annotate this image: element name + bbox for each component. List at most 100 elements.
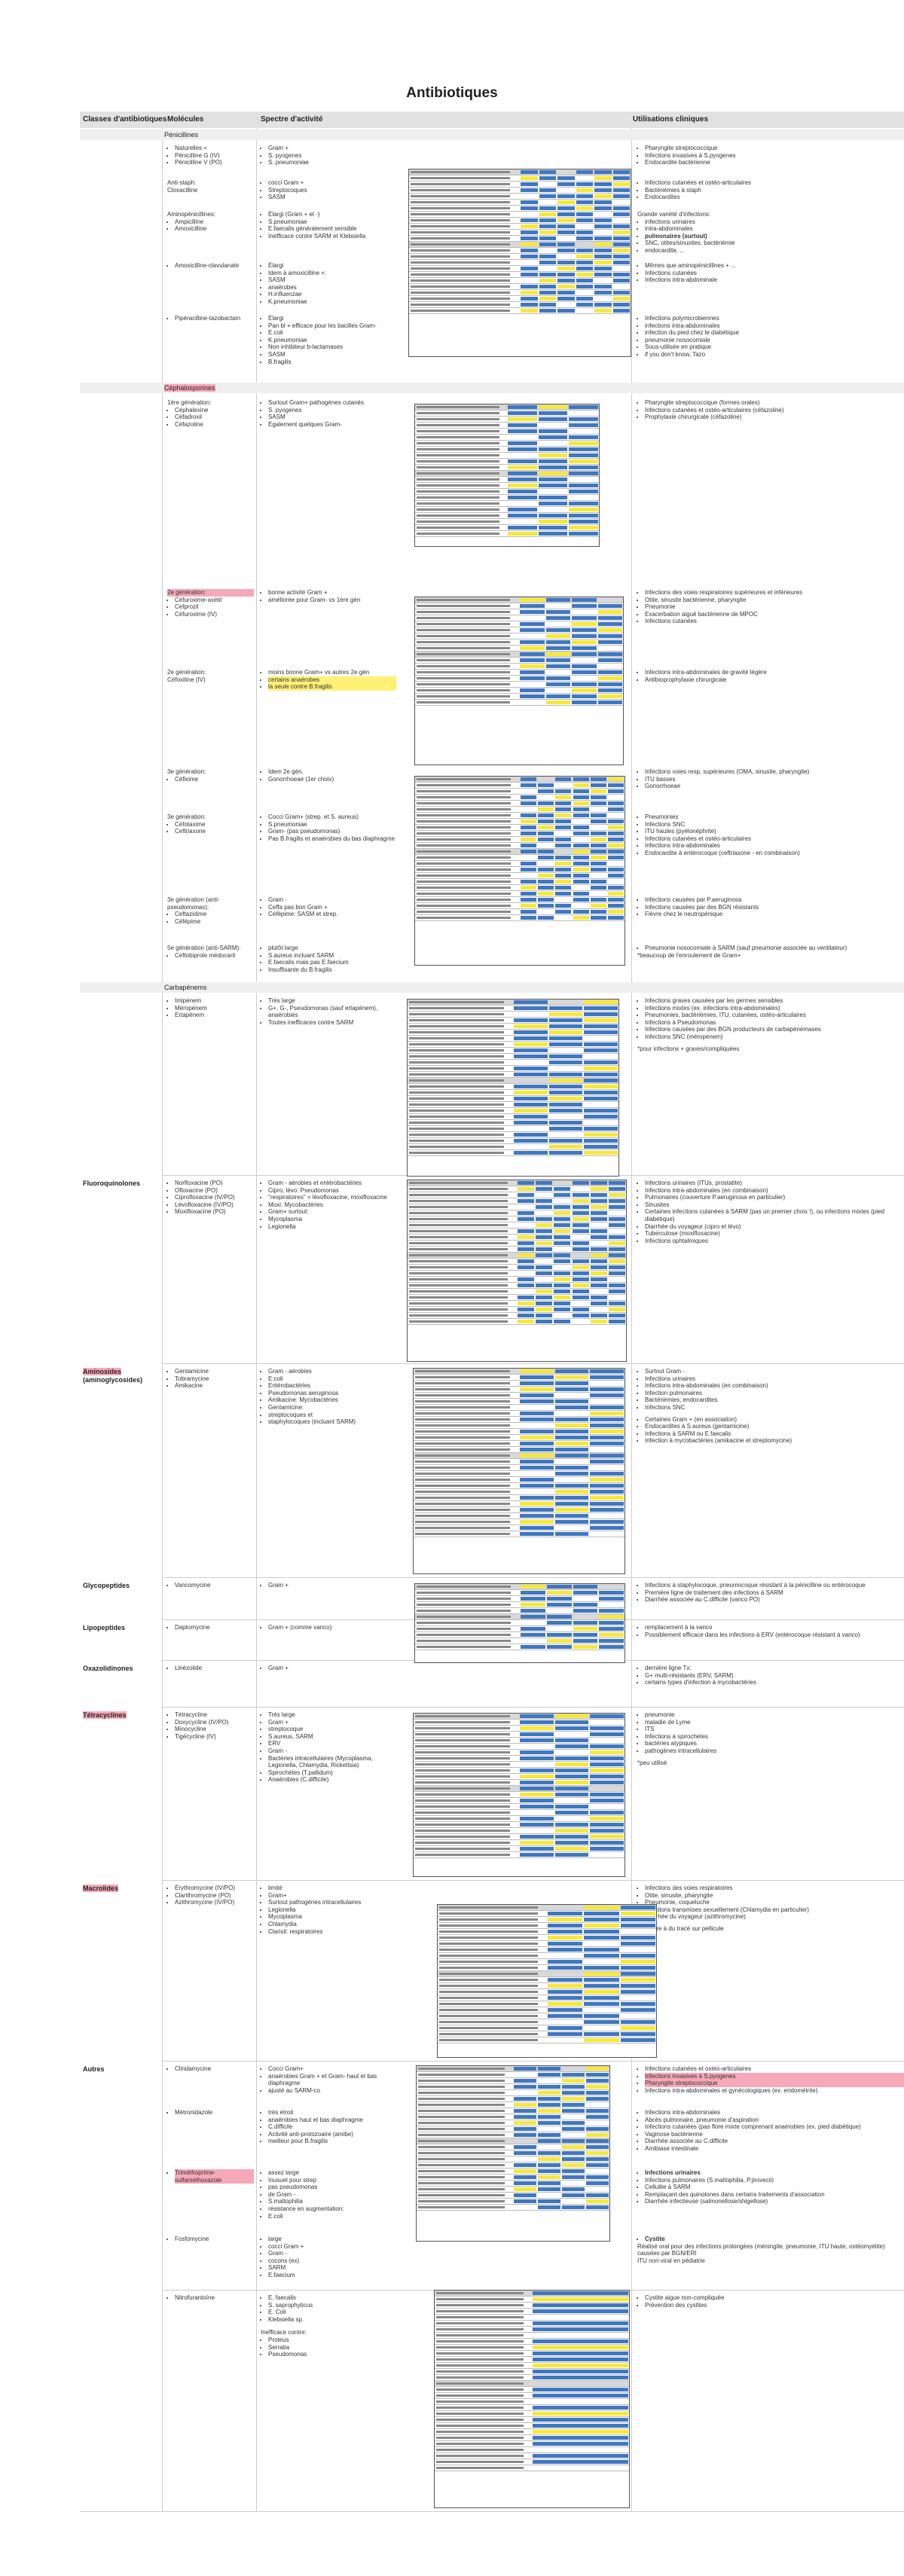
susceptibility-cell (520, 616, 545, 620)
susceptibility-cell (584, 1097, 618, 1100)
susceptibility-cell (521, 249, 538, 252)
susceptibility-cell (539, 212, 556, 216)
organism-label-placeholder (417, 454, 499, 456)
susceptibility-cell (586, 2175, 609, 2179)
susceptibility-cell (548, 1924, 583, 1927)
susceptibility-cell (590, 1454, 624, 1457)
susceptibility-cell (590, 1181, 607, 1185)
susceptibility-row (414, 1786, 625, 1792)
susceptibility-cell (573, 783, 589, 787)
susceptibility-cell (514, 2091, 536, 2095)
susceptibility-row (409, 224, 631, 230)
susceptibility-row (414, 1822, 625, 1828)
susceptibility-cell (538, 417, 568, 421)
susceptibility-row (415, 891, 625, 897)
susceptibility-cell (518, 1235, 535, 1239)
susceptibility-cell (612, 170, 630, 174)
susceptibility-cell (576, 218, 593, 222)
organism-label-placeholder (409, 1266, 508, 1268)
organism-label-placeholder (415, 1811, 510, 1814)
susceptibility-cell (520, 1853, 554, 1857)
susceptibility-cell (514, 2127, 536, 2131)
susceptibility-cell (598, 646, 623, 650)
susceptibility-cell (591, 1241, 607, 1245)
susceptibility-cell (594, 273, 612, 276)
susceptibility-cell (520, 1769, 554, 1772)
organism-label-placeholder (417, 412, 499, 414)
table-bottom-border (80, 2511, 904, 2512)
organism-label-placeholder (439, 1973, 538, 1975)
section-penicillines: Pénicillines (80, 130, 904, 140)
susceptibility-cell (520, 1490, 554, 1494)
susceptibility-row (408, 1192, 626, 1198)
susceptibility-cell (599, 1603, 624, 1607)
molecules-cell: Pipéracilline-tazobactam (167, 315, 254, 322)
susceptibility-cell (521, 194, 538, 198)
susceptibility-row (414, 1441, 625, 1447)
susceptibility-cell (555, 1478, 589, 1482)
susceptibility-cell (594, 182, 612, 186)
organism-label-placeholder (409, 1200, 508, 1202)
susceptibility-cell (521, 844, 537, 847)
organism-label-placeholder (415, 1769, 510, 1772)
susceptibility-cell (590, 1732, 624, 1736)
susceptibility-cell (514, 2151, 536, 2155)
susceptibility-cell (520, 658, 545, 662)
susceptibility-cell (554, 1205, 571, 1209)
susceptibility-cell (590, 1532, 624, 1536)
susceptibility-cell (538, 2073, 560, 2077)
organism-label-placeholder (436, 2413, 524, 2415)
susceptibility-cell (545, 634, 570, 638)
susceptibility-cell (538, 459, 568, 463)
susceptibility-cell (590, 1253, 607, 1257)
susceptibility-row (408, 1090, 618, 1096)
susceptibility-cell (607, 910, 624, 914)
utilisation-cell: dernière ligne Tx:G+ multi-résistants (E… (637, 1665, 904, 1686)
susceptibility-cell (557, 200, 575, 204)
susceptibility-cell (554, 1265, 570, 1269)
susceptibility-cell (520, 682, 545, 686)
susceptibility-cell (557, 291, 575, 295)
susceptibility-row (408, 1210, 626, 1216)
susceptibility-cell (521, 886, 537, 890)
susceptibility-cell (554, 1369, 589, 1373)
susceptibility-cell (586, 2121, 609, 2125)
susceptibility-row (408, 1072, 618, 1078)
susceptibility-cell (607, 898, 624, 902)
susceptibility-cell (536, 1308, 553, 1311)
susceptibility-cell (562, 2199, 585, 2203)
molecules-cell: 3e génération (anti-pseudomonas):Ceftazi… (167, 896, 254, 925)
susceptibility-cell (538, 2109, 560, 2113)
susceptibility-cell (520, 1430, 554, 1433)
susceptibility-cell (597, 658, 622, 662)
susceptibility-cell (538, 2127, 560, 2131)
spectre-cell: Cocci Gram+ (strep. et S. aureus)S.pneum… (261, 813, 396, 842)
organism-label-placeholder (417, 484, 499, 487)
susceptibility-cell (520, 1454, 554, 1457)
susceptibility-row (414, 1756, 625, 1762)
susceptibility-row (417, 2193, 609, 2199)
susceptibility-cell (548, 1139, 583, 1143)
organism-label-placeholder (409, 1103, 504, 1106)
susceptibility-cell (518, 1193, 535, 1197)
molecules-cell: Aminopénicillines:AmpicillineAmoxicillin… (167, 211, 254, 233)
susceptibility-cell (557, 303, 575, 307)
susceptibility-row (408, 1222, 626, 1228)
susceptibility-cell (576, 279, 593, 282)
susceptibility-cell (518, 1314, 535, 1317)
susceptibility-cell (584, 2032, 619, 2036)
susceptibility-cell (554, 1720, 589, 1724)
organism-label-placeholder (439, 1906, 538, 1909)
susceptibility-cell (554, 1763, 589, 1766)
susceptibility-cell (576, 291, 594, 295)
susceptibility-cell (508, 435, 537, 439)
susceptibility-cell (514, 2193, 536, 2197)
susceptibility-cell (520, 1726, 554, 1730)
organism-label-placeholder (409, 1140, 504, 1142)
susceptibility-row (414, 1405, 625, 1411)
susceptibility-row (415, 597, 623, 603)
susceptibility-cell (539, 255, 556, 258)
susceptibility-cell (576, 249, 593, 252)
susceptibility-cell (573, 819, 589, 823)
susceptibility-cell (555, 1393, 589, 1397)
